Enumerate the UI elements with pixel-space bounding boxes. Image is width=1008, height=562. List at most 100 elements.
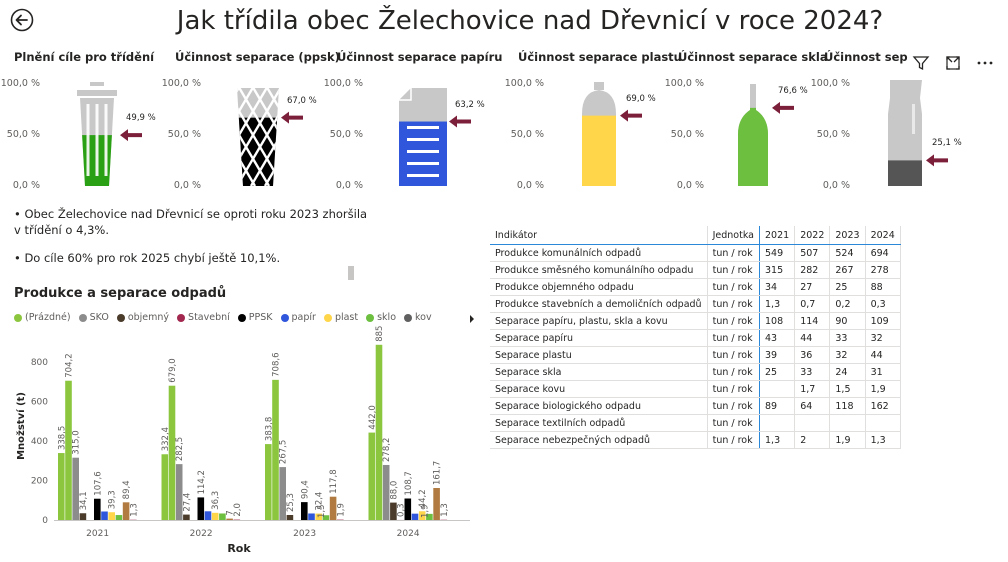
- table-row[interactable]: Separace nebezpečných odpadů tun / rok 1,3…: [490, 431, 901, 449]
- table-header-cell[interactable]: 2022: [794, 226, 831, 245]
- y-axis-label: Množství (t): [15, 392, 27, 460]
- table-cell: 31: [865, 363, 901, 381]
- bar[interactable]: [286, 514, 294, 520]
- table-row[interactable]: Separace textilních odpadů tun / rok: [490, 414, 901, 432]
- legend-marker: [177, 313, 186, 322]
- more-options-icon[interactable]: [976, 54, 994, 76]
- bar-data-label: 708,6: [272, 353, 282, 377]
- table-header-cell[interactable]: Jednotka: [707, 226, 761, 245]
- table-row[interactable]: Separace plastu tun / rok 39 36 32 44: [490, 346, 901, 364]
- legend-item[interactable]: SKO: [78, 312, 109, 323]
- legend-item[interactable]: (Prázdné): [14, 312, 71, 323]
- table-row[interactable]: Separace skla tun / rok 25 33 24 31: [490, 363, 901, 381]
- kpi-axis-bottom: 0,0 %: [822, 180, 850, 191]
- bar[interactable]: [418, 511, 426, 520]
- bar-data-label: 117,8: [329, 469, 339, 493]
- bar[interactable]: [122, 502, 130, 520]
- legend-item[interactable]: Stavební: [177, 312, 230, 323]
- bar[interactable]: [79, 513, 87, 520]
- scrollbar[interactable]: [348, 266, 354, 280]
- bar[interactable]: [322, 515, 330, 520]
- legend-item[interactable]: plast: [323, 312, 359, 323]
- bar-data-label: 278,2: [382, 438, 392, 462]
- y-tick-label: 600: [31, 397, 48, 407]
- table-row[interactable]: Produkce směsného komunálního odpadu tun …: [490, 261, 901, 279]
- table-cell: Separace papíru: [490, 329, 708, 347]
- bar[interactable]: [308, 513, 315, 520]
- back-button[interactable]: [10, 8, 34, 32]
- table-cell: [759, 380, 796, 398]
- legend-item[interactable]: PPSK: [237, 312, 273, 323]
- bar[interactable]: [390, 502, 397, 520]
- bar[interactable]: [404, 498, 412, 520]
- bar[interactable]: [375, 344, 383, 520]
- table-header-cell[interactable]: 2021: [759, 226, 796, 245]
- table-cell: Separace kovu: [490, 380, 708, 398]
- y-tick-label: 200: [31, 476, 48, 486]
- bar-data-label: 282,5: [175, 437, 185, 461]
- legend-item[interactable]: sklo: [366, 312, 396, 323]
- bar[interactable]: [211, 512, 219, 520]
- legend-item[interactable]: kov: [404, 312, 432, 323]
- bar[interactable]: [368, 432, 376, 520]
- focus-mode-icon[interactable]: [944, 54, 962, 76]
- legend-label: plast: [334, 312, 359, 323]
- table-row[interactable]: Produkce komunálních odpadů tun / rok 549 5…: [490, 244, 901, 262]
- bar[interactable]: [301, 502, 308, 520]
- table-cell: Separace nebezpečných odpadů: [490, 431, 708, 449]
- table-row[interactable]: Separace papíru, plastu, skla a kovu tun …: [490, 312, 901, 330]
- legend-next-icon[interactable]: [468, 310, 476, 329]
- table-row[interactable]: Separace kovu tun / rok 1,7 1,5 1,9: [490, 380, 901, 398]
- chart-legend: (Prázdné) SKO objemný Stavební PPSK papír plas…: [14, 312, 432, 323]
- pointer-arrow-icon: [926, 154, 948, 167]
- legend-item[interactable]: objemný: [116, 312, 169, 323]
- bar[interactable]: [219, 513, 226, 520]
- bar[interactable]: [183, 514, 190, 520]
- bar[interactable]: [168, 385, 176, 520]
- table-header-cell[interactable]: 2023: [829, 226, 866, 245]
- bar[interactable]: [204, 511, 212, 520]
- bar[interactable]: [58, 453, 65, 520]
- legend-item[interactable]: papír: [280, 312, 316, 323]
- bar[interactable]: [272, 379, 279, 520]
- kpi-value-5: 25,1 %: [932, 138, 962, 149]
- bar[interactable]: [197, 497, 205, 520]
- bar[interactable]: [265, 444, 272, 520]
- table-row[interactable]: Separace biologického odpadu tun / rok 89 6…: [490, 397, 901, 415]
- table-cell: tun / rok: [707, 329, 761, 347]
- table-row[interactable]: Produkce objemného odpadu tun / rok 34 27 25…: [490, 278, 901, 296]
- bar[interactable]: [101, 511, 108, 520]
- paper-document-icon: [399, 88, 471, 186]
- kpi-axis-top: 100,0 %: [504, 78, 544, 89]
- x-axis-label: Rok: [227, 542, 251, 555]
- kpi-axis-bottom: 0,0 %: [12, 180, 40, 191]
- table-cell: Separace papíru, plastu, skla a kovu: [490, 312, 708, 330]
- table-row[interactable]: Separace papíru tun / rok 43 44 33 32: [490, 329, 901, 347]
- table-cell: [829, 414, 866, 432]
- table-header-cell[interactable]: 2024: [865, 226, 901, 245]
- bar[interactable]: [175, 464, 183, 520]
- bar[interactable]: [315, 513, 322, 520]
- table-cell: 0,3: [865, 295, 901, 313]
- filter-icon[interactable]: [912, 54, 930, 76]
- legend-marker: [237, 313, 246, 322]
- table-row[interactable]: Produkce stavebních a demoličních odpadů…: [490, 295, 901, 313]
- bar[interactable]: [72, 457, 79, 520]
- bar[interactable]: [115, 515, 123, 520]
- bar[interactable]: [161, 454, 169, 520]
- bar[interactable]: [108, 512, 115, 520]
- table-cell: 90: [829, 312, 866, 330]
- table-cell: tun / rok: [707, 380, 761, 398]
- bar[interactable]: [411, 513, 419, 520]
- table-cell: 33: [829, 329, 866, 347]
- table-header-cell[interactable]: Indikátor: [490, 226, 708, 245]
- kpi-title-5: Účinnost sep: [824, 50, 908, 64]
- bar[interactable]: [329, 496, 337, 520]
- bar[interactable]: [433, 488, 440, 520]
- bar[interactable]: [226, 518, 233, 520]
- bar[interactable]: [426, 513, 433, 520]
- bar[interactable]: [94, 498, 101, 520]
- bar[interactable]: [65, 380, 72, 520]
- bar[interactable]: [382, 464, 390, 520]
- bar[interactable]: [279, 467, 286, 520]
